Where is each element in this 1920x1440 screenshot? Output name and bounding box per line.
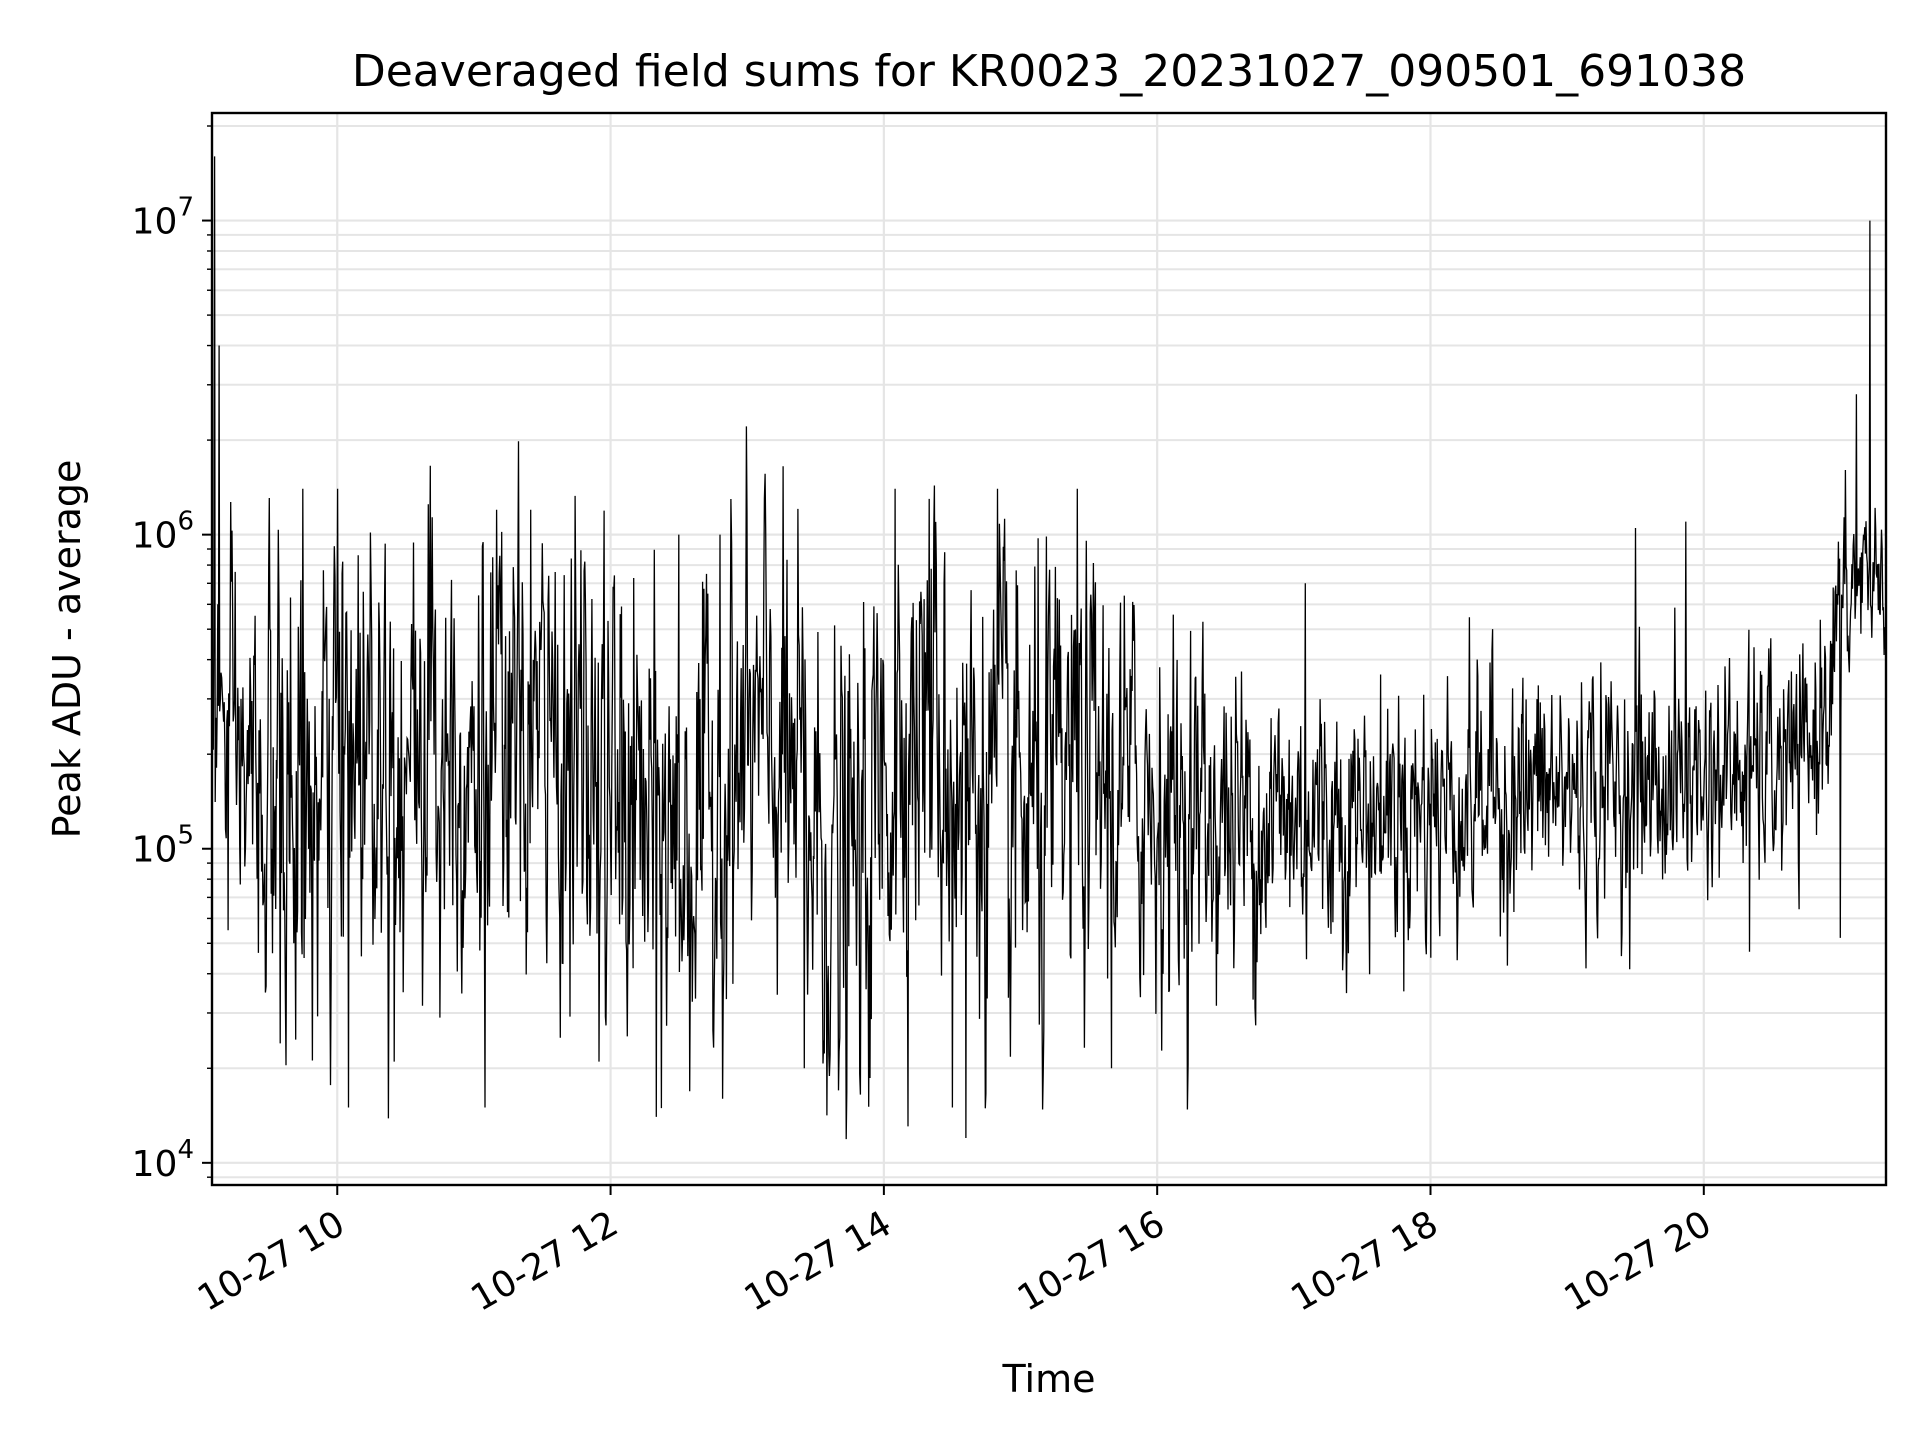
plot-frame [210,111,1888,1187]
y-tick-label: 105 [132,821,194,871]
y-axis-label: Peak ADU - average [45,460,89,839]
y-tick-label: 107 [132,193,194,243]
x-axis-label: Time [1002,1357,1096,1401]
grid [212,113,1886,1185]
series-line [212,156,1886,1140]
y-tick-label: 106 [132,507,194,557]
series-layer [212,156,1886,1140]
y-tick-label: 104 [132,1135,194,1185]
chart-title: Deaveraged field sums for KR0023_2023102… [352,46,1746,97]
